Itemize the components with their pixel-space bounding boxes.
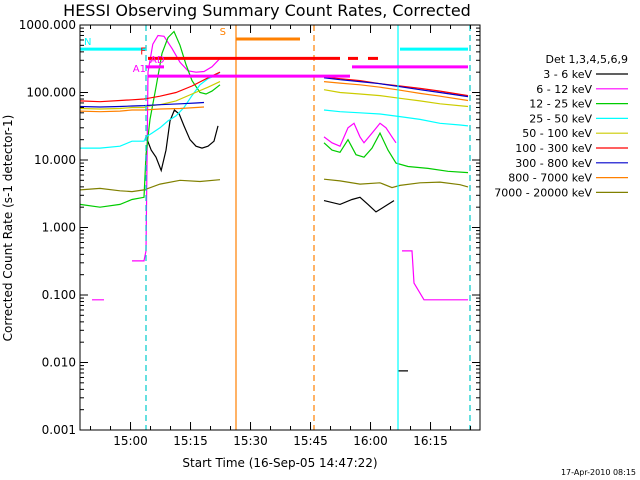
timestamp: 17-Apr-2010 08:15 — [561, 468, 636, 477]
axis-layer: 1000.000 100.000 10.000 1.000 0.100 0.010 0.00… — [19, 18, 480, 448]
flag-label-s: S — [220, 27, 226, 38]
flag-label-a1: A1 — [133, 64, 146, 75]
series-line-800-7000-kev — [79, 81, 469, 113]
annotation-layer: N F S AD A1 — [80, 25, 471, 430]
legend-title: Det 1,3,4,5,6,9 — [545, 53, 628, 66]
legend-label-6-12-kev: 6 - 12 keV — [536, 83, 592, 96]
x-tick-label: 16:15 — [413, 434, 448, 448]
series-line-12-25-kev — [79, 30, 469, 208]
y-tick-label: 1000.000 — [19, 18, 76, 32]
y-axis-label: Corrected Count Rate (s-1 detector-1) — [1, 115, 15, 342]
series-line-50-100-kev — [79, 81, 469, 110]
y-tick-label: 0.100 — [42, 288, 76, 302]
series-line-7000-20000-kev — [79, 178, 469, 193]
x-tick-label: 15:30 — [233, 434, 268, 448]
legend-label-300-800-kev: 300 - 800 keV — [515, 157, 592, 170]
y-tick-label: 10.000 — [34, 153, 76, 167]
legend-label-25-50-kev: 25 - 50 keV — [529, 112, 592, 125]
y-tick-label: 0.010 — [42, 356, 76, 370]
legend-label-7000-20000-kev: 7000 - 20000 keV — [494, 186, 592, 199]
series-line-3-6-kev — [146, 109, 408, 372]
y-tick-label: 100.000 — [26, 86, 76, 100]
series-layer — [79, 30, 469, 372]
x-tick-label: 15:00 — [113, 434, 148, 448]
series-line-6-12-kev — [92, 34, 468, 301]
flag-label-n: N — [84, 37, 91, 48]
x-tick-label: 16:00 — [353, 434, 388, 448]
chart-title: HESSI Observing Summary Count Rates, Cor… — [63, 1, 471, 20]
x-tick-label: 15:45 — [293, 434, 328, 448]
legend-label-50-100-kev: 50 - 100 keV — [522, 127, 592, 140]
y-tick-label: 1.000 — [42, 221, 76, 235]
legend-label-3-6-kev: 3 - 6 keV — [543, 68, 592, 81]
legend-label-12-25-kev: 12 - 25 keV — [529, 98, 592, 111]
flag-label-ad: AD — [150, 55, 165, 66]
legend-label-800-7000-kev: 800 - 7000 keV — [508, 172, 592, 185]
x-axis-label: Start Time (16-Sep-05 14:47:22) — [182, 456, 377, 470]
flag-label-f: F — [140, 46, 146, 57]
series-line-25-50-kev — [80, 71, 469, 149]
series-line-300-800-kev — [79, 77, 469, 108]
x-tick-label: 15:15 — [173, 434, 208, 448]
plot-frame — [79, 24, 481, 431]
legend-label-100-300-kev: 100 - 300 keV — [515, 142, 592, 155]
y-tick-label: 0.001 — [42, 423, 76, 437]
